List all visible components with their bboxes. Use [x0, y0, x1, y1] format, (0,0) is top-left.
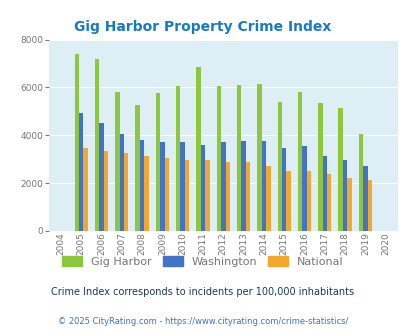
Bar: [358, 134, 362, 231]
Legend: Gig Harbor, Washington, National: Gig Harbor, Washington, National: [58, 251, 347, 271]
Bar: [75, 54, 79, 231]
Bar: [237, 85, 241, 231]
Bar: [176, 86, 180, 231]
Text: © 2025 CityRating.com - https://www.cityrating.com/crime-statistics/: © 2025 CityRating.com - https://www.city…: [58, 317, 347, 326]
Bar: [104, 151, 108, 231]
Bar: [160, 143, 164, 231]
Bar: [286, 171, 290, 231]
Bar: [362, 166, 367, 231]
Bar: [241, 141, 245, 231]
Bar: [135, 105, 139, 231]
Bar: [342, 160, 347, 231]
Bar: [139, 140, 144, 231]
Bar: [95, 59, 99, 231]
Bar: [347, 178, 351, 231]
Bar: [257, 84, 261, 231]
Bar: [302, 146, 306, 231]
Bar: [318, 103, 322, 231]
Bar: [124, 153, 128, 231]
Bar: [156, 93, 160, 231]
Text: Gig Harbor Property Crime Index: Gig Harbor Property Crime Index: [74, 20, 331, 34]
Bar: [266, 166, 270, 231]
Bar: [205, 160, 209, 231]
Bar: [216, 86, 220, 231]
Bar: [225, 162, 230, 231]
Bar: [185, 160, 189, 231]
Text: Crime Index corresponds to incidents per 100,000 inhabitants: Crime Index corresponds to incidents per…: [51, 287, 354, 297]
Bar: [115, 92, 119, 231]
Bar: [144, 156, 148, 231]
Bar: [164, 158, 169, 231]
Bar: [79, 113, 83, 231]
Bar: [261, 141, 266, 231]
Bar: [322, 156, 326, 231]
Bar: [180, 143, 185, 231]
Bar: [83, 148, 87, 231]
Bar: [200, 145, 205, 231]
Bar: [367, 180, 371, 231]
Bar: [220, 143, 225, 231]
Bar: [326, 174, 331, 231]
Bar: [196, 67, 200, 231]
Bar: [338, 108, 342, 231]
Bar: [281, 148, 286, 231]
Bar: [297, 92, 301, 231]
Bar: [119, 134, 124, 231]
Bar: [99, 123, 104, 231]
Bar: [277, 102, 281, 231]
Bar: [245, 162, 249, 231]
Bar: [306, 171, 311, 231]
